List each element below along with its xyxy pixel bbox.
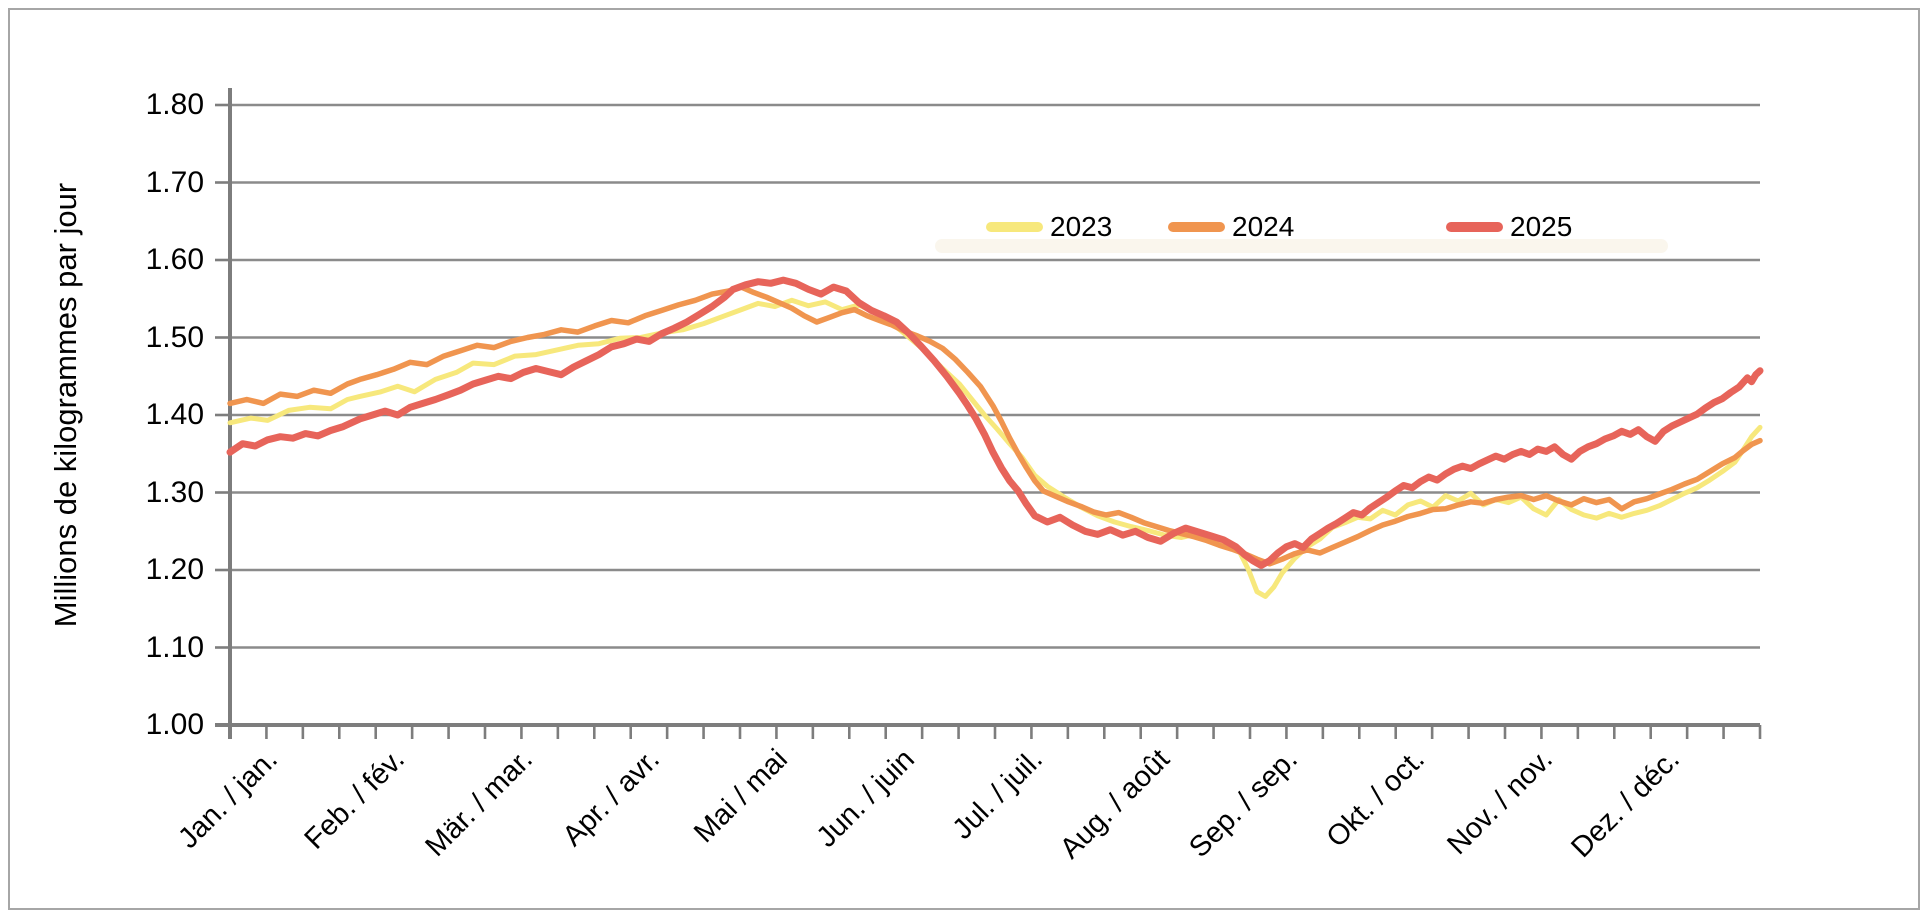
legend-label-2023: 2023 xyxy=(1050,211,1113,242)
legend-background-strip xyxy=(935,239,1668,253)
series-2024-line xyxy=(227,284,1763,567)
y-tick-label: 1.70 xyxy=(145,165,204,199)
legend-label-2024: 2024 xyxy=(1232,211,1295,242)
legend-swatch-2024 xyxy=(1168,222,1225,232)
legend-item-2024: 2024 xyxy=(1168,210,1294,244)
legend-swatch-2025 xyxy=(1446,222,1503,232)
y-tick-label: 1.40 xyxy=(145,398,204,431)
y-tick-label: 1.20 xyxy=(145,553,204,586)
y-tick-label: 1.80 xyxy=(145,88,204,121)
y-tick-label: 1.10 xyxy=(145,630,204,664)
y-tick-label: 1.30 xyxy=(145,475,204,509)
legend-item-2025: 2025 xyxy=(1446,210,1572,244)
series-2025-line xyxy=(226,276,1764,569)
y-tick-label: 1.60 xyxy=(145,243,204,276)
y-tick-label: 1.00 xyxy=(145,708,204,741)
series-2023-line xyxy=(227,297,1763,599)
legend-swatch-2023 xyxy=(986,222,1043,232)
y-tick-label: 1.50 xyxy=(145,320,204,354)
legend-item-2023: 2023 xyxy=(986,210,1112,244)
legend-label-2025: 2025 xyxy=(1510,211,1573,242)
